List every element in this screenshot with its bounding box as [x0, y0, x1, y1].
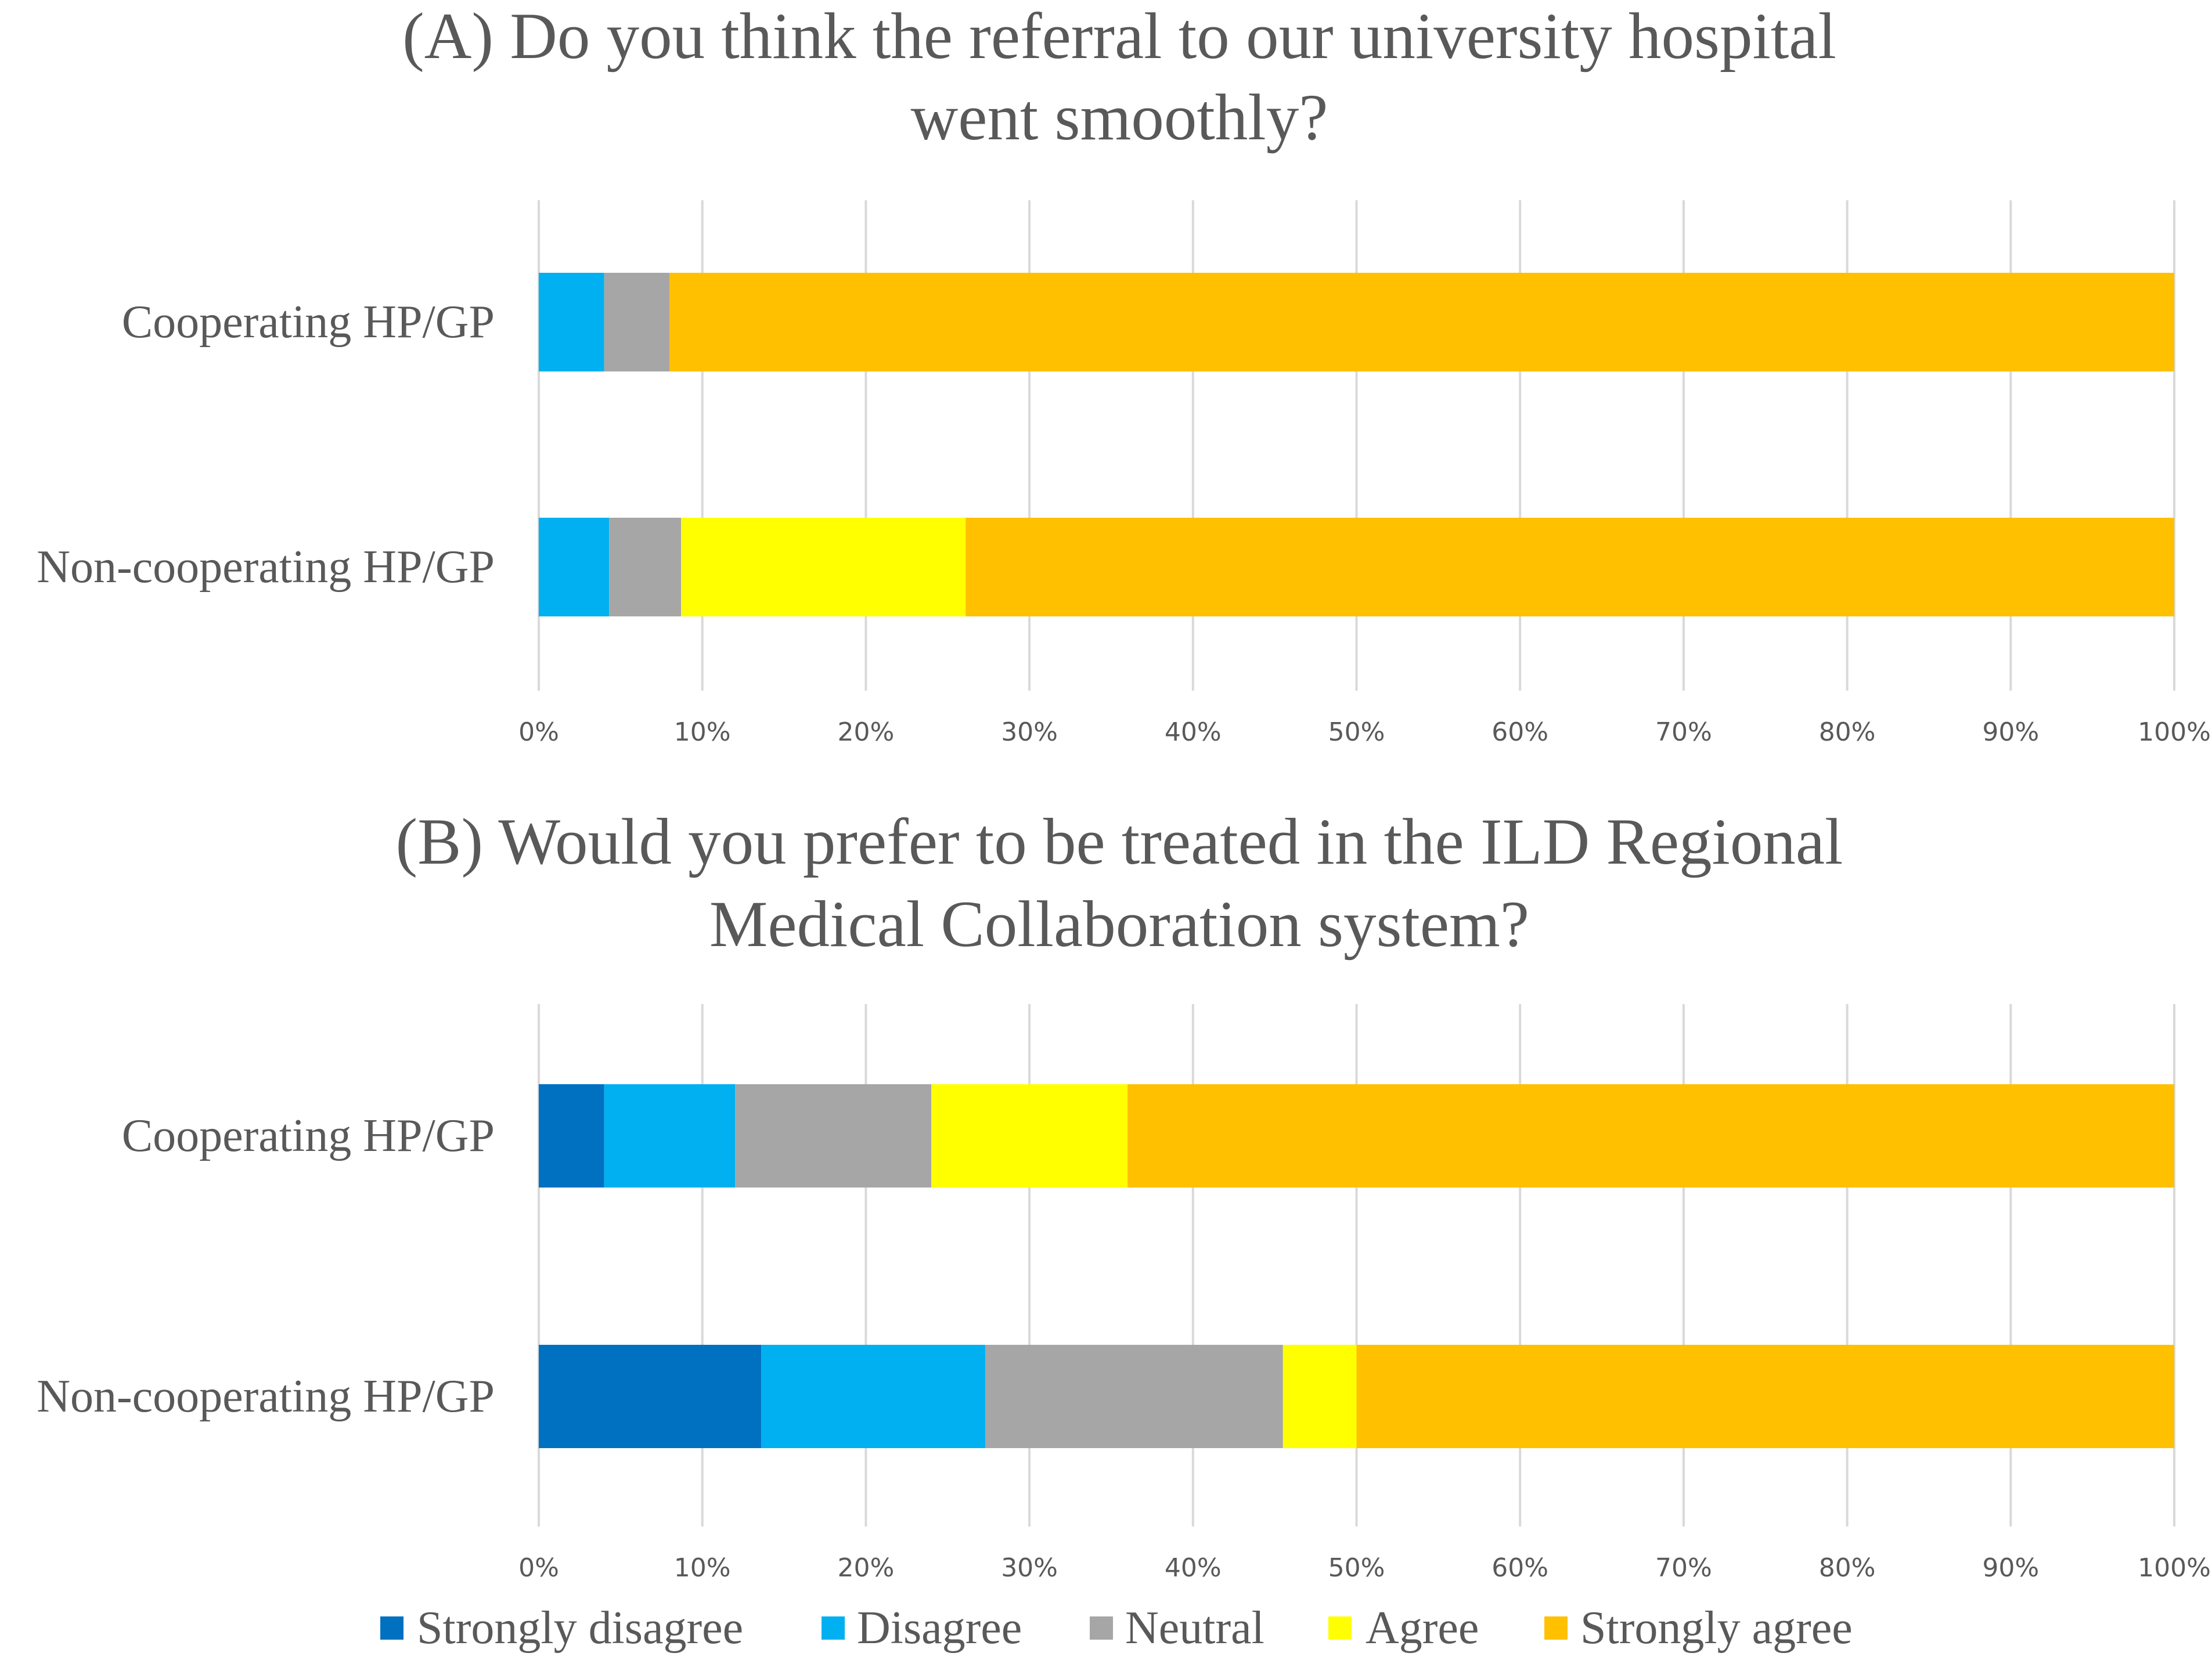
legend-label-disagree: Disagree: [857, 1603, 1022, 1654]
x-tick-label: 90%: [1982, 717, 2039, 747]
bar-disagree-cooperating-hp-gp: [604, 1084, 736, 1188]
x-tick-label: 30%: [1001, 1553, 1058, 1583]
panel-b-title-line-2: Medical Collaboration system?: [709, 888, 1529, 961]
bar-strongly-agree-non-cooperating-hp-gp: [966, 518, 2174, 616]
panel-b-title-line-1: (B) Would you prefer to be treated in th…: [396, 806, 1843, 878]
x-tick-label: 50%: [1328, 1553, 1385, 1583]
panel-a: (A) Do you think the referral to our uni…: [37, 0, 2211, 747]
x-tick-label: 60%: [1492, 717, 1548, 747]
legend-label-strongly-agree: Strongly agree: [1580, 1603, 1853, 1654]
bar-agree-cooperating-hp-gp: [931, 1084, 1128, 1188]
panel-a-title-line-1: (A) Do you think the referral to our uni…: [402, 0, 1836, 73]
legend-label-agree: Agree: [1366, 1603, 1479, 1654]
panel-b-bars: [539, 1084, 2174, 1448]
panel-b: (B) Would you prefer to be treated in th…: [37, 806, 2211, 1583]
bar-neutral-non-cooperating-hp-gp: [985, 1345, 1283, 1448]
bar-strongly-agree-cooperating-hp-gp: [669, 273, 2175, 371]
bar-strongly-agree-non-cooperating-hp-gp: [1356, 1345, 2174, 1448]
legend-swatch-strongly-agree: [1544, 1616, 1568, 1640]
panel-a-category-label: Non-cooperating HP/GP: [37, 542, 495, 593]
bar-neutral-cooperating-hp-gp: [735, 1084, 932, 1188]
x-tick-label: 90%: [1982, 1553, 2039, 1583]
x-tick-label: 100%: [2138, 1553, 2211, 1583]
legend-swatch-neutral: [1090, 1616, 1113, 1640]
bar-strongly-disagree-non-cooperating-hp-gp: [539, 1345, 762, 1448]
bar-disagree-non-cooperating-hp-gp: [539, 518, 610, 616]
x-tick-label: 100%: [2138, 717, 2211, 747]
x-tick-label: 70%: [1655, 717, 1712, 747]
x-tick-label: 80%: [1819, 1553, 1876, 1583]
legend-swatch-disagree: [822, 1616, 845, 1640]
panel-a-x-ticks: 0% 10% 20% 30% 40% 50% 60% 70% 80% 90% 100%: [518, 717, 2211, 747]
legend-label-strongly-disagree: Strongly disagree: [417, 1603, 743, 1654]
bar-disagree-cooperating-hp-gp: [539, 273, 604, 371]
bar-agree-non-cooperating-hp-gp: [681, 518, 966, 616]
x-tick-label: 10%: [674, 1553, 731, 1583]
x-tick-label: 70%: [1655, 1553, 1712, 1583]
x-tick-label: 50%: [1328, 717, 1385, 747]
x-tick-label: 0%: [518, 717, 559, 747]
x-tick-label: 0%: [518, 1553, 559, 1583]
x-tick-label: 20%: [838, 717, 895, 747]
bar-strongly-agree-cooperating-hp-gp: [1127, 1084, 2174, 1188]
legend-label-neutral: Neutral: [1125, 1603, 1264, 1654]
panel-b-category-label: Non-cooperating HP/GP: [37, 1371, 495, 1422]
x-tick-label: 80%: [1819, 717, 1876, 747]
panel-a-title-line-2: went smoothly?: [911, 81, 1328, 154]
legend-swatch-strongly-disagree: [380, 1616, 404, 1640]
x-tick-label: 30%: [1001, 717, 1058, 747]
x-tick-label: 40%: [1165, 1553, 1222, 1583]
panel-a-category-label: Cooperating HP/GP: [122, 297, 495, 348]
x-tick-label: 40%: [1165, 717, 1222, 747]
x-tick-label: 60%: [1492, 1553, 1548, 1583]
bar-neutral-non-cooperating-hp-gp: [609, 518, 682, 616]
bar-strongly-disagree-cooperating-hp-gp: [539, 1084, 604, 1188]
panel-b-x-ticks: 0% 10% 20% 30% 40% 50% 60% 70% 80% 90% 100%: [518, 1553, 2211, 1583]
bar-agree-non-cooperating-hp-gp: [1282, 1345, 1357, 1448]
panel-a-bars: [539, 273, 2175, 616]
bar-disagree-non-cooperating-hp-gp: [761, 1345, 986, 1448]
x-tick-label: 10%: [674, 717, 731, 747]
x-tick-label: 20%: [838, 1553, 895, 1583]
legend: Strongly disagree Disagree Neutral Agree Str…: [380, 1603, 1853, 1654]
legend-swatch-agree: [1328, 1616, 1352, 1640]
bar-neutral-cooperating-hp-gp: [604, 273, 670, 371]
panel-b-category-label: Cooperating HP/GP: [122, 1110, 495, 1161]
